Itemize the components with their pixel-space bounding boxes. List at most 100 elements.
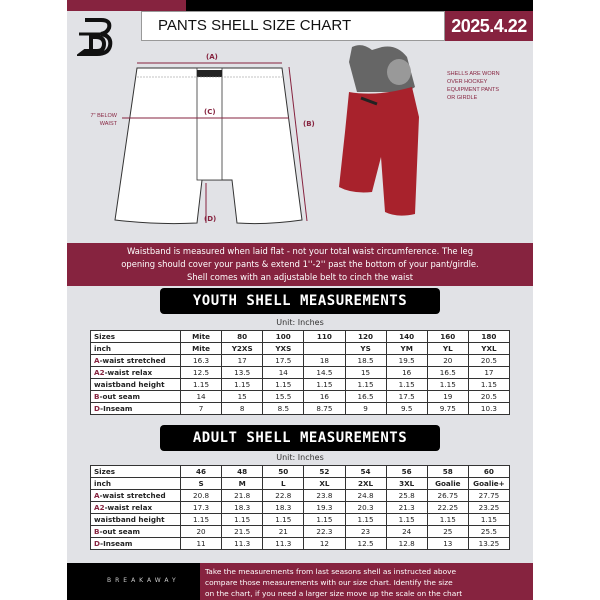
table-cell: 16	[385, 366, 428, 379]
table-cell: 25.5	[467, 525, 511, 538]
table-cell: Goalie+	[467, 477, 511, 490]
adult-size-table: Sizes 46 48 50 52 54 56 58 60 inch S M L XL 2XL 3XL Goal…	[90, 465, 511, 550]
table-row: A-waist stretched 20.8 21.8 22.8 23.8 24.8 25.…	[90, 489, 511, 502]
table-cell: 20.8	[179, 489, 223, 502]
table-cell: 7	[179, 402, 223, 415]
brand-logo	[77, 18, 113, 56]
table-cell: 54	[344, 465, 387, 478]
table-cell: 80	[221, 330, 264, 343]
table-cell: 22.8	[262, 489, 305, 502]
row-label: A-waist stretched	[90, 489, 181, 502]
table-row: A2-waist relax 17.3 18.3 18.3 19.3 20.3 21.3 22…	[90, 501, 511, 514]
table-row: Sizes Mite 80 100 110 120 140 160 180	[90, 330, 511, 343]
table-cell: L	[262, 477, 305, 490]
info-line: Waistband is measured when laid flat - n…	[126, 246, 474, 256]
note-line: OVER HOCKEY	[447, 79, 488, 85]
table-cell: 1.15	[467, 378, 511, 391]
table-cell: 1.15	[262, 378, 305, 391]
table-cell: 21	[262, 525, 305, 538]
label-a: (A)	[206, 53, 218, 61]
table-cell: 160	[426, 330, 469, 343]
footer-line: compare those measurements with our size…	[205, 578, 453, 587]
table-cell: Y2XS	[221, 342, 264, 355]
table-row: inch S M L XL 2XL 3XL Goalie Goalie+	[90, 477, 511, 490]
top-bar	[186, 0, 533, 11]
footer-brand-panel	[67, 563, 200, 600]
top-bar-accent	[67, 0, 186, 11]
table-cell: YM	[385, 342, 428, 355]
table-cell: 10.3	[467, 402, 511, 415]
table-cell: 46	[179, 465, 223, 478]
table-cell: 140	[385, 330, 428, 343]
table-cell: 1.15	[303, 378, 346, 391]
footer-instructions: Take the measurements from last seasons …	[200, 563, 533, 600]
worn-note: SHELLS ARE WORN OVER HOCKEY EQUIPMENT PA…	[447, 70, 500, 102]
measure-label: waistband height	[94, 515, 165, 524]
table-cell: 60	[467, 465, 511, 478]
measure-label: -out seam	[99, 392, 140, 401]
measure-label: -Inseam	[100, 539, 133, 548]
table-cell: 100	[262, 330, 305, 343]
table-row: B-out seam 14 15 15.5 16 16.5 17.5 19 20.5	[90, 390, 511, 403]
table-cell: 17	[467, 366, 511, 379]
row-label: A2-waist relax	[90, 366, 181, 379]
table-cell: 25	[426, 525, 469, 538]
table-cell: 19.5	[385, 354, 428, 367]
page-title: PANTS SHELL SIZE CHART	[141, 11, 445, 41]
shell-photo	[339, 45, 419, 216]
row-label: waistband height	[90, 513, 181, 526]
youth-unit: Unit: Inches	[276, 318, 324, 327]
measure-key: A2	[94, 368, 105, 377]
table-cell: 1.15	[426, 378, 469, 391]
table-cell: 18	[303, 354, 346, 367]
measure-key: A	[94, 491, 100, 500]
table-cell: 19	[426, 390, 469, 403]
table-cell: XL	[303, 477, 346, 490]
table-cell: 12	[303, 537, 346, 550]
table-cell: 25.8	[385, 489, 428, 502]
table-row: waistband height 1.15 1.15 1.15 1.15 1.15 1.15…	[90, 378, 511, 391]
table-cell: 19.3	[303, 501, 346, 514]
note-line: OR GIRDLE	[447, 95, 478, 101]
table-cell: 14	[262, 366, 305, 379]
row-label: A-waist stretched	[90, 354, 181, 367]
table-cell: 17	[221, 354, 264, 367]
table-cell: 20.3	[344, 501, 387, 514]
table-cell: 56	[385, 465, 428, 478]
table-cell: S	[179, 477, 223, 490]
table-row: Sizes 46 48 50 52 54 56 58 60	[90, 465, 511, 478]
table-row: D-Inseam 11 11.3 11.3 12 12.5 12.8 13 13.25	[90, 537, 511, 550]
brand-name: BREAKAWAY	[107, 577, 180, 584]
table-cell: 15	[344, 366, 387, 379]
info-line: Shell comes with an adjustable belt to c…	[187, 272, 413, 282]
table-cell: 11.3	[221, 537, 264, 550]
table-cell: 1.15	[221, 513, 264, 526]
table-cell: 16.5	[426, 366, 469, 379]
table-cell: 120	[344, 330, 387, 343]
note-line: EQUIPMENT PANTS	[447, 87, 500, 93]
table-cell: 23.25	[467, 501, 511, 514]
table-cell: YL	[426, 342, 469, 355]
row-label: A2-waist relax	[90, 501, 181, 514]
table-cell: 18.3	[262, 501, 305, 514]
table-cell: 1.15	[303, 513, 346, 526]
info-line: opening should cover your pants & extend…	[121, 259, 479, 269]
table-row: D-Inseam 7 8 8.5 8.75 9 9.5 9.75 10.3	[90, 402, 511, 415]
measure-label: Sizes	[94, 467, 115, 476]
table-cell: 8.75	[303, 402, 346, 415]
table-cell: 1.15	[262, 513, 305, 526]
table-cell: 1.15	[179, 513, 223, 526]
table-cell: 11.3	[262, 537, 305, 550]
table-cell: 21.8	[221, 489, 264, 502]
row-label: inch	[90, 342, 181, 355]
youth-size-table: Sizes Mite 80 100 110 120 140 160 180 inch Mite Y2X…	[90, 330, 511, 415]
table-cell: 20.5	[467, 354, 511, 367]
table-cell: 13.25	[467, 537, 511, 550]
row-label: Sizes	[90, 330, 181, 343]
note-line: WAIST	[99, 121, 117, 127]
table-cell: 20	[179, 525, 223, 538]
measure-key: A2	[94, 503, 105, 512]
size-chart-page: PANTS SHELL SIZE CHART 2025.4.22 (A) (C)…	[67, 0, 533, 600]
measure-label: Sizes	[94, 332, 115, 341]
row-label: Sizes	[90, 465, 181, 478]
